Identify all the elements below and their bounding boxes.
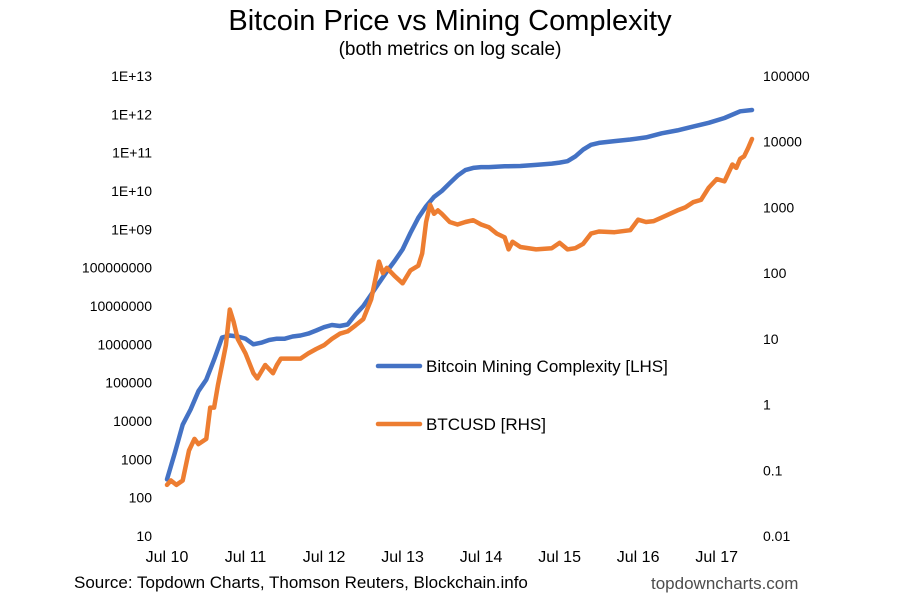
x-tick-label: Jul 17 bbox=[695, 549, 738, 566]
y-left-tick-label: 100000000 bbox=[82, 260, 152, 276]
y-left-tick-label: 1E+13 bbox=[111, 68, 152, 84]
y-left-tick-label: 1E+11 bbox=[112, 145, 152, 161]
chart-title: Bitcoin Price vs Mining Complexity bbox=[228, 5, 672, 37]
y-right-tick-label: 10000 bbox=[763, 134, 802, 150]
y-left-tick-label: 1E+09 bbox=[111, 221, 152, 237]
y-right-tick-label: 100 bbox=[763, 265, 787, 281]
chart-subtitle: (both metrics on log scale) bbox=[338, 39, 562, 60]
btcusd-line bbox=[164, 136, 755, 488]
brand-watermark: topdowncharts.com bbox=[651, 574, 799, 593]
y-left-tick-label: 1000 bbox=[121, 451, 152, 467]
y-left-tick-label: 100000 bbox=[105, 375, 152, 391]
y-right-tick-label: 1 bbox=[763, 397, 771, 413]
source-note: Source: Topdown Charts, Thomson Reuters,… bbox=[74, 573, 528, 592]
y-right-tick-label: 1000 bbox=[763, 199, 794, 215]
x-tick-label: Jul 13 bbox=[381, 549, 424, 566]
x-tick-label: Jul 11 bbox=[225, 549, 267, 566]
y-left-tick-label: 1000000 bbox=[97, 336, 152, 352]
y-left-tick-label: 100 bbox=[129, 490, 153, 506]
x-tick-label: Jul 14 bbox=[460, 549, 503, 566]
y-right-tick-label: 0.1 bbox=[763, 462, 783, 478]
x-tick-label: Jul 16 bbox=[617, 549, 660, 566]
y-left-tick-label: 10000000 bbox=[90, 298, 153, 314]
y-right-tick-label: 100000 bbox=[763, 68, 810, 84]
y-left-tick-label: 10 bbox=[136, 528, 152, 544]
x-tick-label: Jul 10 bbox=[146, 549, 189, 566]
x-tick-label: Jul 15 bbox=[538, 549, 581, 566]
y-right-tick-label: 10 bbox=[763, 331, 779, 347]
y-left-tick-label: 10000 bbox=[113, 413, 152, 429]
y-left-tick-label: 1E+10 bbox=[111, 183, 152, 199]
mining-complexity-line bbox=[164, 107, 755, 482]
y-right-tick-label: 0.01 bbox=[763, 528, 790, 544]
x-tick-label: Jul 12 bbox=[303, 549, 346, 566]
legend-label: Bitcoin Mining Complexity [LHS] bbox=[426, 357, 668, 376]
y-left-tick-label: 1E+12 bbox=[111, 106, 152, 122]
legend-label: BTCUSD [RHS] bbox=[426, 415, 546, 434]
